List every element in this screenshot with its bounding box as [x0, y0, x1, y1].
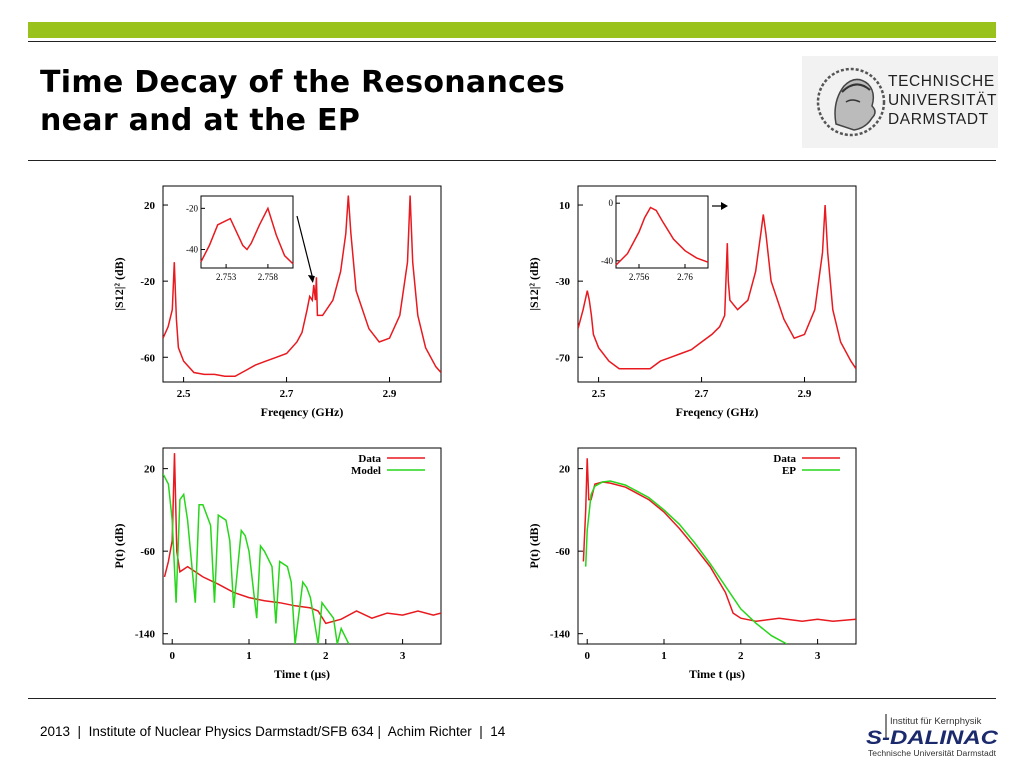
y-tick-label: 20: [144, 464, 156, 476]
y-tick-label: -140: [135, 629, 156, 641]
series-line-data: [163, 195, 441, 378]
logo-text: TECHNISCHE UNIVERSITÄT DARMSTADT: [888, 72, 997, 129]
accent-bar: [28, 22, 996, 38]
x-tick-label: 1: [246, 650, 252, 662]
series-line-data: [163, 453, 441, 625]
athena-head-icon: [816, 67, 886, 137]
y-tick-label: -60: [140, 546, 155, 558]
series-line-data: [578, 204, 856, 370]
chart-decay-right: 0 1 2 3 20 -60 -140 Time t (μs) P(t) (dB) Data EP: [520, 440, 860, 690]
x-tick-label: 2.7: [695, 388, 709, 400]
y-axis-label: P(t) (dB): [527, 524, 541, 569]
sdalinac-main-text: S-DALINAC: [866, 728, 998, 749]
tu-darmstadt-logo: [802, 56, 998, 148]
footer-separator: |: [471, 724, 491, 739]
footer-separator: |: [70, 724, 89, 739]
footer-page-number: 14: [490, 724, 506, 739]
x-tick-label: 2.9: [383, 388, 397, 400]
legend-label: Data: [358, 453, 381, 465]
sdalinac-top-text: Institut für Kernphysik: [890, 716, 982, 727]
sdalinac-bottom-text: Technische Universität Darmstadt: [868, 749, 997, 758]
header-divider: [28, 160, 996, 161]
inset-y-tick-label: -20: [186, 203, 198, 213]
chart-spectrum-right: 2.5 2.7 2.9 10 -30 -70 Freqency (GHz) |S12|² (d…: [520, 178, 860, 428]
series-line-ep: [584, 480, 788, 644]
inset-x-tick-label: 2.76: [677, 272, 693, 282]
inset-series-line: [200, 206, 294, 265]
chart-decay-left: 0 1 2 3 20 -60 -140 Time t (μs) P(t) (dB) Data Mod…: [105, 440, 445, 690]
x-tick-label: 2.7: [280, 388, 294, 400]
x-tick-label: 3: [400, 650, 406, 662]
y-axis-label: |S12|² (dB): [112, 257, 126, 310]
y-axis-label: P(t) (dB): [112, 524, 126, 569]
arrow-line: [296, 215, 314, 280]
inset-y-tick-label: 0: [609, 198, 614, 208]
y-tick-label: 10: [559, 200, 571, 212]
y-tick-label: 20: [144, 200, 156, 212]
inset-x-tick-label: 2.756: [629, 272, 650, 282]
legend-label: Model: [351, 465, 381, 477]
inset-frame: [200, 195, 294, 269]
y-tick-label: 20: [559, 464, 571, 476]
x-tick-label: 3: [815, 650, 821, 662]
footer-author: Achim Richter: [387, 724, 472, 739]
inset-x-tick-label: 2.753: [216, 272, 237, 282]
title-line-1: Time Decay of the Resonances: [40, 65, 566, 100]
slide-title: Time Decay of the Resonances near and at…: [40, 64, 565, 140]
footer-divider: [28, 698, 996, 699]
arrow-head: [721, 202, 728, 210]
footer-institute: Institute of Nuclear Physics Darmstadt/S…: [88, 724, 374, 739]
x-axis-label: Freqency (GHz): [676, 405, 759, 419]
legend-label: EP: [782, 465, 796, 477]
x-tick-label: 2.9: [798, 388, 812, 400]
x-tick-label: 2: [738, 650, 744, 662]
inset-series-line: [615, 206, 709, 266]
legend-label: Data: [773, 453, 796, 465]
y-axis-label: |S12|² (dB): [527, 257, 541, 310]
logo-line-1: TECHNISCHE: [888, 73, 995, 90]
top-divider: [28, 41, 996, 42]
y-tick-label: -70: [555, 352, 570, 364]
x-tick-label: 0: [169, 650, 175, 662]
arrow-head: [307, 274, 315, 283]
chart-spectrum-left: 2.5 2.7 2.9 20 -20 -60 Freqency (GHz) |S12|² (d…: [105, 178, 445, 428]
series-line-model: [163, 473, 350, 644]
x-axis-label: Freqency (GHz): [261, 405, 344, 419]
inset-y-tick-label: -40: [186, 244, 198, 254]
inset-y-tick-label: -40: [601, 256, 613, 266]
x-tick-label: 0: [584, 650, 590, 662]
sdalinac-logo: Institut für Kernphysik S-DALINAC Techni…: [866, 714, 998, 758]
footer: 2013 | Institute of Nuclear Physics Darm…: [40, 724, 505, 739]
chart-svg: 0 1 2 3 20 -60 -140 Time t (μs) P(t) (dB) DataMod…: [112, 447, 442, 681]
logo-line-3: DARMSTADT: [888, 111, 989, 128]
y-tick-label: -20: [140, 276, 155, 288]
x-tick-label: 2.5: [177, 388, 191, 400]
x-axis-label: Time t (μs): [689, 667, 745, 681]
footer-separator: |: [373, 724, 388, 739]
inset-x-tick-label: 2.758: [258, 272, 279, 282]
title-line-2: near and at the EP: [40, 103, 361, 138]
y-tick-label: -60: [140, 352, 155, 364]
x-axis-label: Time t (μs): [274, 667, 330, 681]
x-tick-label: 1: [661, 650, 667, 662]
y-tick-label: -60: [555, 546, 570, 558]
footer-year: 2013: [40, 724, 71, 739]
x-tick-label: 2.5: [592, 388, 606, 400]
plot-frame: [577, 447, 857, 645]
chart-svg: 2.5 2.7 2.9 20 -20 -60 Freqency (GHz) |S12|² (d…: [112, 185, 442, 419]
plot-frame: [162, 447, 442, 645]
x-tick-label: 2: [323, 650, 329, 662]
chart-svg: 2.5 2.7 2.9 10 -30 -70 Freqency (GHz) |S12|² (d…: [527, 185, 857, 419]
y-tick-label: -30: [555, 276, 570, 288]
logo-line-2: UNIVERSITÄT: [888, 92, 998, 109]
y-tick-label: -140: [550, 629, 571, 641]
